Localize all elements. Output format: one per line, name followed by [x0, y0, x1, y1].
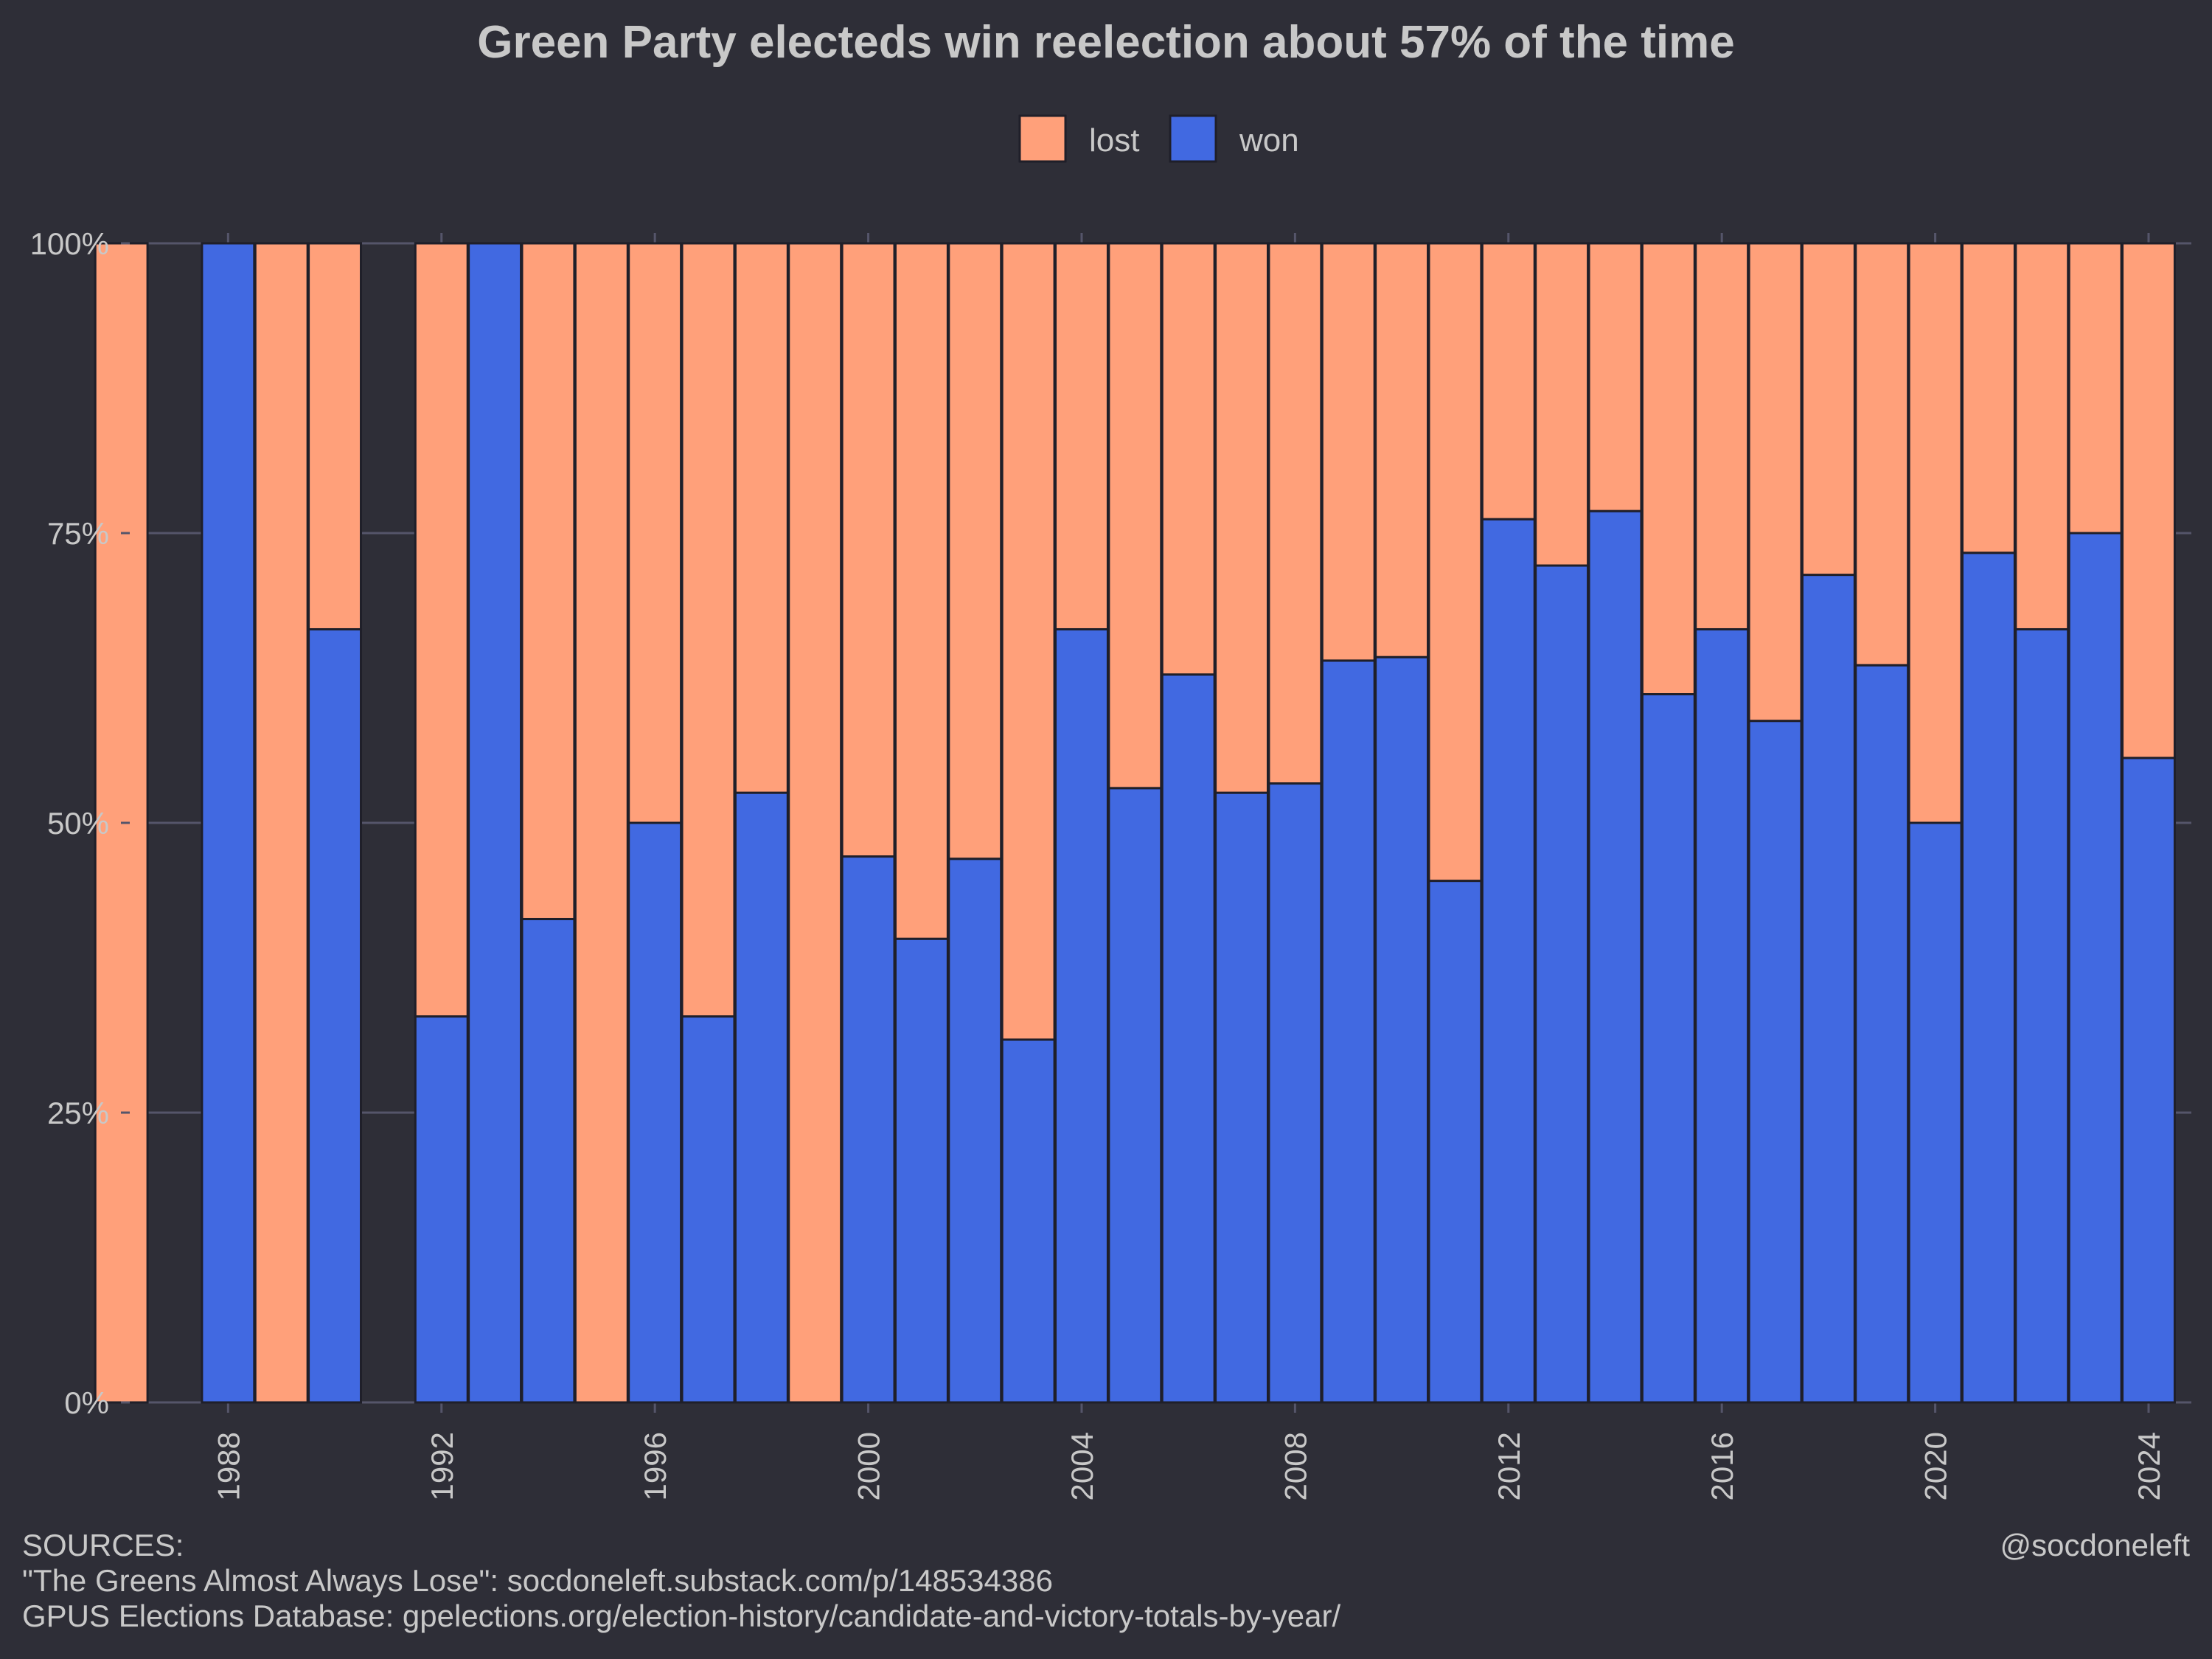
bar-lost-2016: [1694, 242, 1750, 630]
bar-won-2004: [1054, 627, 1109, 1404]
bar-won-2021: [1961, 552, 2016, 1404]
bar-lost-2018: [1801, 242, 1856, 577]
bar-lost-2012: [1481, 242, 1536, 521]
chart-title: Green Party electeds win reelection abou…: [477, 17, 1735, 68]
bar-lost-2024: [2121, 242, 2176, 759]
bar-won-1993: [467, 242, 523, 1404]
bar-won-2012: [1481, 518, 1536, 1404]
bar-won-2020: [1907, 821, 1963, 1404]
bar-won-2011: [1427, 880, 1483, 1404]
bar-lost-2011: [1427, 242, 1483, 883]
bar-lost-2005: [1107, 242, 1163, 790]
bar-lost-2014: [1587, 242, 1643, 512]
y-tick-label: 100%: [30, 226, 109, 261]
legend-swatch-won: [1169, 114, 1217, 163]
y-tick-label: 25%: [47, 1096, 109, 1130]
bar-won-1998: [734, 791, 789, 1404]
bar-won-2024: [2121, 757, 2176, 1404]
bar-won-2013: [1534, 564, 1590, 1404]
bar-lost-2008: [1267, 242, 1323, 785]
bar-won-2009: [1321, 659, 1376, 1404]
x-tick-label: 2016: [1705, 1432, 1739, 1500]
x-axis: 1988 1992 1996 2000 2004 2008 2012 2016 2020 2024: [211, 1432, 2166, 1500]
x-tick-label: 2000: [852, 1432, 886, 1500]
bar-won-2014: [1587, 509, 1643, 1404]
bars: [94, 242, 2176, 1404]
bar-won-2002: [947, 858, 1003, 1404]
bar-lost-2020: [1907, 242, 1963, 824]
bar-lost-2019: [1854, 242, 1910, 667]
bar-won-2006: [1161, 673, 1216, 1404]
x-tick-label: 1996: [638, 1432, 672, 1500]
bar-won-2001: [894, 937, 949, 1404]
bar-lost-2023: [2067, 242, 2123, 535]
bar-lost-1989: [254, 242, 309, 1404]
bar-won-1994: [521, 917, 576, 1404]
bar-won-2019: [1854, 664, 1910, 1404]
bar-lost-1995: [574, 242, 629, 1404]
bar-lost-1992: [414, 242, 469, 1018]
x-tick-label: 2024: [2132, 1432, 2166, 1500]
bar-lost-1994: [521, 242, 576, 920]
legend-swatch-lost: [1018, 114, 1067, 163]
bar-won-2018: [1801, 574, 1856, 1404]
bar-won-1988: [201, 242, 256, 1404]
y-tick-label: 0%: [64, 1385, 109, 1420]
bar-lost-2000: [841, 242, 896, 858]
author-credit: @socdoneleft: [2000, 1528, 2191, 1562]
bar-won-1990: [307, 627, 363, 1404]
bar-won-2023: [2067, 532, 2123, 1404]
y-tick-label: 50%: [47, 806, 109, 841]
x-tick-label: 1992: [425, 1432, 459, 1500]
legend-label-won: won: [1239, 122, 1299, 159]
footer: SOURCES: "The Greens Almost Always Lose"…: [22, 1528, 2190, 1633]
bar-lost-2015: [1641, 242, 1696, 696]
bar-won-2017: [1747, 720, 1803, 1404]
source-line-2: GPUS Elections Database: gpelections.org…: [22, 1599, 1341, 1633]
source-line-1: "The Greens Almost Always Lose": socdone…: [22, 1563, 1053, 1598]
bar-lost-1990: [307, 242, 363, 630]
x-tick-label: 2020: [1919, 1432, 1953, 1500]
bar-won-2005: [1107, 787, 1163, 1404]
bar-lost-2022: [2014, 242, 2070, 630]
y-tick-label: 75%: [47, 516, 109, 551]
bar-lost-2010: [1374, 242, 1430, 658]
x-tick-label: 2008: [1278, 1432, 1312, 1500]
bar-won-2007: [1214, 791, 1269, 1404]
bar-lost-2002: [947, 242, 1003, 860]
bar-lost-2004: [1054, 242, 1109, 630]
bar-won-2003: [1001, 1038, 1056, 1404]
bar-lost-2013: [1534, 242, 1590, 567]
bar-lost-2021: [1961, 242, 2016, 554]
bar-lost-1997: [681, 242, 736, 1018]
bar-lost-2001: [894, 242, 949, 940]
legend-label-lost: lost: [1089, 122, 1139, 159]
bar-lost-2017: [1747, 242, 1803, 723]
bar-lost-2006: [1161, 242, 1216, 676]
bar-won-1992: [414, 1015, 469, 1404]
x-tick-label: 2012: [1492, 1432, 1526, 1500]
bar-lost-1999: [787, 242, 843, 1404]
bar-lost-2003: [1001, 242, 1056, 1041]
bar-won-2016: [1694, 627, 1750, 1404]
legend: lost won: [1018, 114, 1299, 163]
bar-won-2008: [1267, 782, 1323, 1404]
bar-lost-1998: [734, 242, 789, 794]
x-tick-label: 2004: [1065, 1432, 1099, 1500]
bar-lost-2007: [1214, 242, 1269, 794]
bar-won-2000: [841, 855, 896, 1404]
bar-lost-1996: [627, 242, 683, 824]
bar-won-2010: [1374, 655, 1430, 1404]
bar-lost-2009: [1321, 242, 1376, 662]
bar-won-2015: [1641, 693, 1696, 1404]
bar-won-1996: [627, 821, 683, 1404]
y-axis: 0% 25% 50% 75% 100%: [30, 226, 130, 1420]
bar-won-2022: [2014, 627, 2070, 1404]
sources-heading: SOURCES:: [22, 1528, 184, 1562]
bar-won-1997: [681, 1015, 736, 1404]
x-tick-label: 1988: [211, 1432, 246, 1500]
